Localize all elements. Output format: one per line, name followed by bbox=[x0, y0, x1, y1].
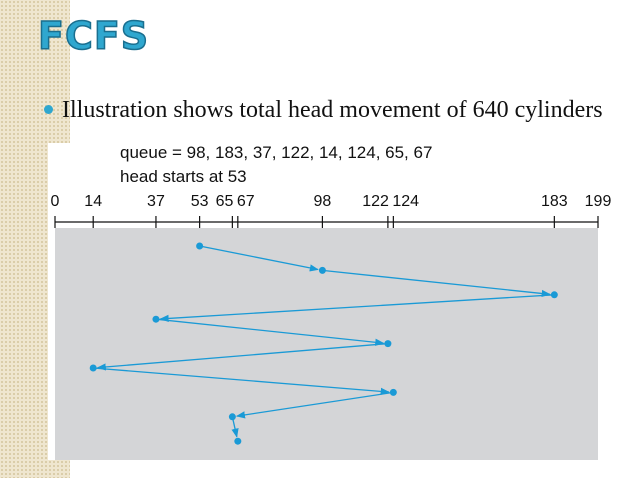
movement-arrow bbox=[93, 367, 390, 395]
head-position bbox=[384, 340, 392, 348]
x-tick-label: 65 bbox=[216, 193, 234, 210]
x-tick-label: 183 bbox=[541, 193, 568, 210]
movement-arrow bbox=[96, 342, 388, 371]
head-position bbox=[152, 315, 160, 323]
bullet-text: Illustration shows total head movement o… bbox=[62, 97, 603, 123]
slide-title: FCFS bbox=[37, 13, 150, 59]
x-tick-label: 37 bbox=[147, 193, 165, 210]
head-position bbox=[318, 266, 326, 274]
queue-label: queue = 98, 183, 37, 122, 14, 124, 65, 6… bbox=[120, 143, 432, 162]
movement-arrow bbox=[155, 318, 385, 346]
x-tick-label: 0 bbox=[51, 193, 60, 210]
x-tick-label: 14 bbox=[84, 193, 102, 210]
movement-arrow bbox=[235, 391, 394, 419]
head-position bbox=[196, 242, 204, 250]
x-tick-label: 199 bbox=[585, 193, 612, 210]
x-tick-label: 67 bbox=[237, 193, 255, 210]
plot-area bbox=[55, 228, 598, 460]
head-position bbox=[389, 388, 397, 396]
x-tick-label: 122 bbox=[362, 193, 389, 210]
head-position bbox=[89, 364, 97, 372]
head-position bbox=[228, 413, 236, 421]
movement-arrow bbox=[199, 245, 319, 272]
x-tick-label: 53 bbox=[191, 193, 209, 210]
head-label: head starts at 53 bbox=[120, 167, 247, 186]
movement-arrow bbox=[322, 269, 551, 298]
head-position bbox=[550, 291, 558, 299]
movement-arrow bbox=[159, 294, 555, 323]
bullet-marker bbox=[44, 105, 53, 114]
x-tick-label: 124 bbox=[392, 193, 419, 210]
head-position bbox=[234, 437, 242, 445]
x-tick-label: 98 bbox=[314, 193, 332, 210]
